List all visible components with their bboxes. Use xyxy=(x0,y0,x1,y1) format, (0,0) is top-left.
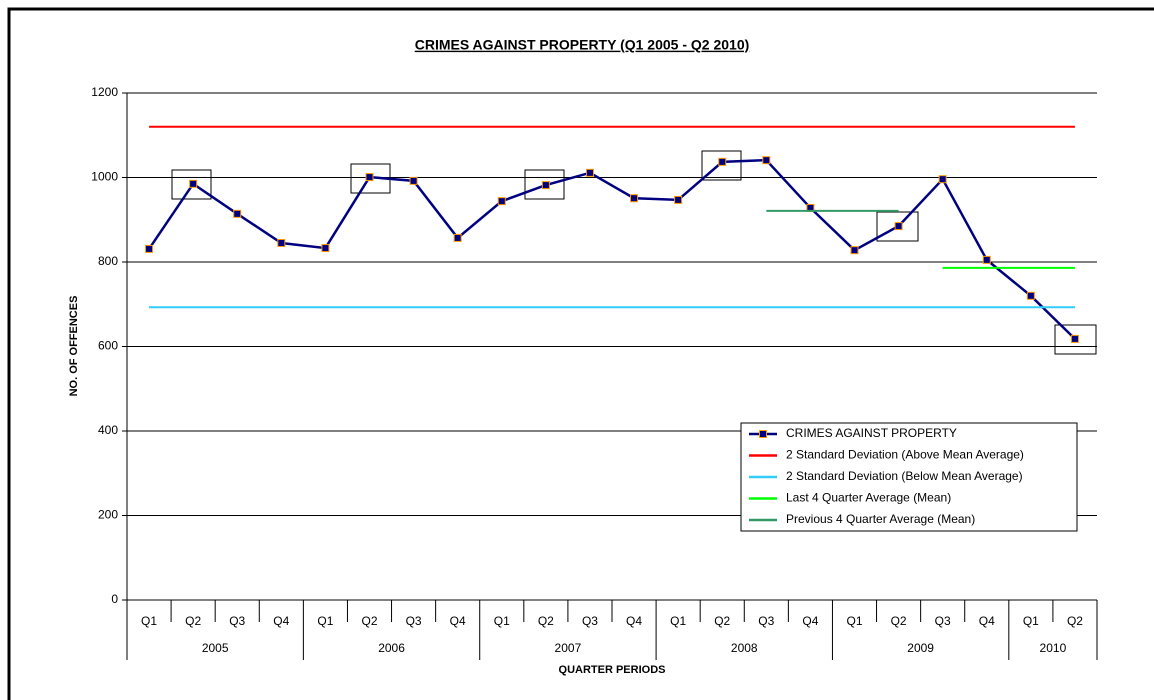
x-tick-label: Q4 xyxy=(626,614,642,628)
highlight-box xyxy=(171,169,212,200)
y-tick-label: 1000 xyxy=(91,170,118,184)
x-tick-label: Q1 xyxy=(317,614,333,628)
x-group-label: 2010 xyxy=(1040,641,1067,655)
chart-title: CRIMES AGAINST PROPERTY (Q1 2005 - Q2 20… xyxy=(415,37,750,53)
x-tick-label: Q4 xyxy=(802,614,818,628)
highlight-box xyxy=(701,150,742,181)
x-tick-label: Q1 xyxy=(494,614,510,628)
point xyxy=(145,244,154,253)
frame xyxy=(7,7,1154,700)
point xyxy=(630,194,639,203)
x-tick-label: Q1 xyxy=(141,614,157,628)
x-group-label: 2006 xyxy=(378,641,405,655)
y-tick-label: 1200 xyxy=(91,85,118,99)
point xyxy=(938,175,947,184)
x-tick-label: Q1 xyxy=(846,614,862,628)
highlight-boxes xyxy=(171,150,1097,355)
x-tick-label: Q2 xyxy=(714,614,730,628)
x-group-label: 2007 xyxy=(555,641,582,655)
point xyxy=(1070,334,1079,343)
point xyxy=(321,244,330,253)
legend-label: 2 Standard Deviation (Above Mean Average… xyxy=(786,448,1024,462)
x-tick-label: Q3 xyxy=(758,614,774,628)
point xyxy=(365,173,374,182)
highlight-box xyxy=(524,169,565,200)
point xyxy=(850,246,859,255)
x-tick-label: Q2 xyxy=(185,614,201,628)
x-tick-label: Q3 xyxy=(406,614,422,628)
x-tick-label: Q4 xyxy=(979,614,995,628)
highlight-box xyxy=(876,211,919,242)
x-tick-label: Q4 xyxy=(273,614,289,628)
point xyxy=(894,222,903,231)
point xyxy=(982,255,991,264)
highlight-box xyxy=(1054,324,1097,355)
x-tick-label: Q2 xyxy=(361,614,377,628)
legend-marker xyxy=(759,430,767,438)
y-tick-label: 400 xyxy=(98,423,118,437)
point xyxy=(409,176,418,185)
x-tick-label: Q3 xyxy=(229,614,245,628)
y-axis-title: NO. OF OFFENCES xyxy=(68,296,80,397)
point xyxy=(453,233,462,242)
point xyxy=(233,209,242,218)
point xyxy=(189,179,198,188)
y-tick-label: 600 xyxy=(98,339,118,353)
x-tick-label: Q3 xyxy=(935,614,951,628)
point xyxy=(1026,291,1035,300)
x-tick-label: Q2 xyxy=(538,614,554,628)
point xyxy=(497,197,506,206)
point xyxy=(585,168,594,177)
legend-label: Previous 4 Quarter Average (Mean) xyxy=(786,512,975,526)
x-tick-label: Q1 xyxy=(670,614,686,628)
legend-box xyxy=(740,422,1078,532)
x-group-label: 2009 xyxy=(907,641,934,655)
y-tick-label: 0 xyxy=(111,592,118,606)
x-tick-label: Q2 xyxy=(891,614,907,628)
x-axis-title: QUARTER PERIODS xyxy=(559,664,666,676)
data-line xyxy=(148,158,1076,340)
y-tick-label: 800 xyxy=(98,254,118,268)
point xyxy=(541,181,550,190)
point xyxy=(762,156,771,165)
x-tick-label: Q3 xyxy=(582,614,598,628)
x-group-label: 2005 xyxy=(202,641,229,655)
x-tick-label: Q2 xyxy=(1067,614,1083,628)
x-tick-label: Q4 xyxy=(450,614,466,628)
legend-label: Last 4 Quarter Average (Mean) xyxy=(786,491,951,505)
point xyxy=(718,157,727,166)
point xyxy=(277,238,286,247)
legend-label: CRIMES AGAINST PROPERTY xyxy=(786,426,957,440)
x-tick-label: Q1 xyxy=(1023,614,1039,628)
y-tick-label: 200 xyxy=(98,508,118,522)
legend-label: 2 Standard Deviation (Below Mean Average… xyxy=(786,469,1023,483)
point xyxy=(674,195,683,204)
x-group-label: 2008 xyxy=(731,641,758,655)
